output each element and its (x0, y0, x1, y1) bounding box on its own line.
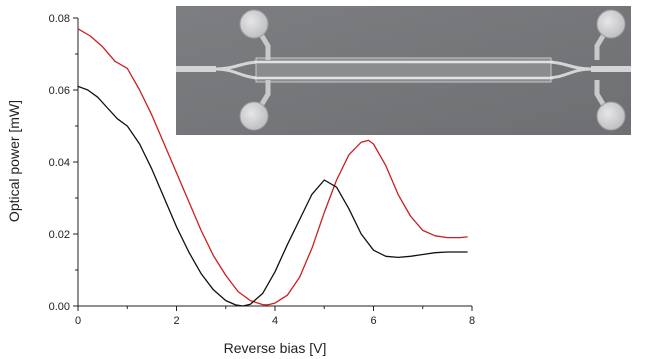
series-line-0 (77, 28, 468, 306)
y-tick-label: 0.08 (49, 13, 70, 25)
contact-pad-bottom-right (596, 101, 626, 131)
x-tick-label: 8 (469, 315, 475, 327)
x-tick-label: 4 (272, 315, 278, 327)
x-tick-label: 0 (75, 315, 81, 327)
contact-pad-bottom-left (239, 101, 269, 131)
x-tick-label: 2 (173, 315, 179, 327)
y-tick-label: 0.06 (49, 85, 70, 97)
contact-pad-top-left (239, 9, 269, 39)
series-layer (77, 28, 468, 307)
y-tick-label: 0.04 (49, 157, 70, 169)
y-axis-title: Optical power [mW] (6, 100, 22, 222)
x-axis-title: Reverse bias [V] (224, 340, 327, 356)
axes: 0 2 4 6 8 0.00 0.02 0.04 0.06 0.08 (49, 13, 475, 327)
x-tick-label: 6 (370, 315, 376, 327)
y-tick-label: 0.02 (49, 229, 70, 241)
y-tick-label: 0.00 (49, 301, 70, 313)
device-micrograph-image (176, 6, 631, 135)
contact-pad-top-right (596, 9, 626, 39)
series-line-1 (77, 85, 468, 307)
